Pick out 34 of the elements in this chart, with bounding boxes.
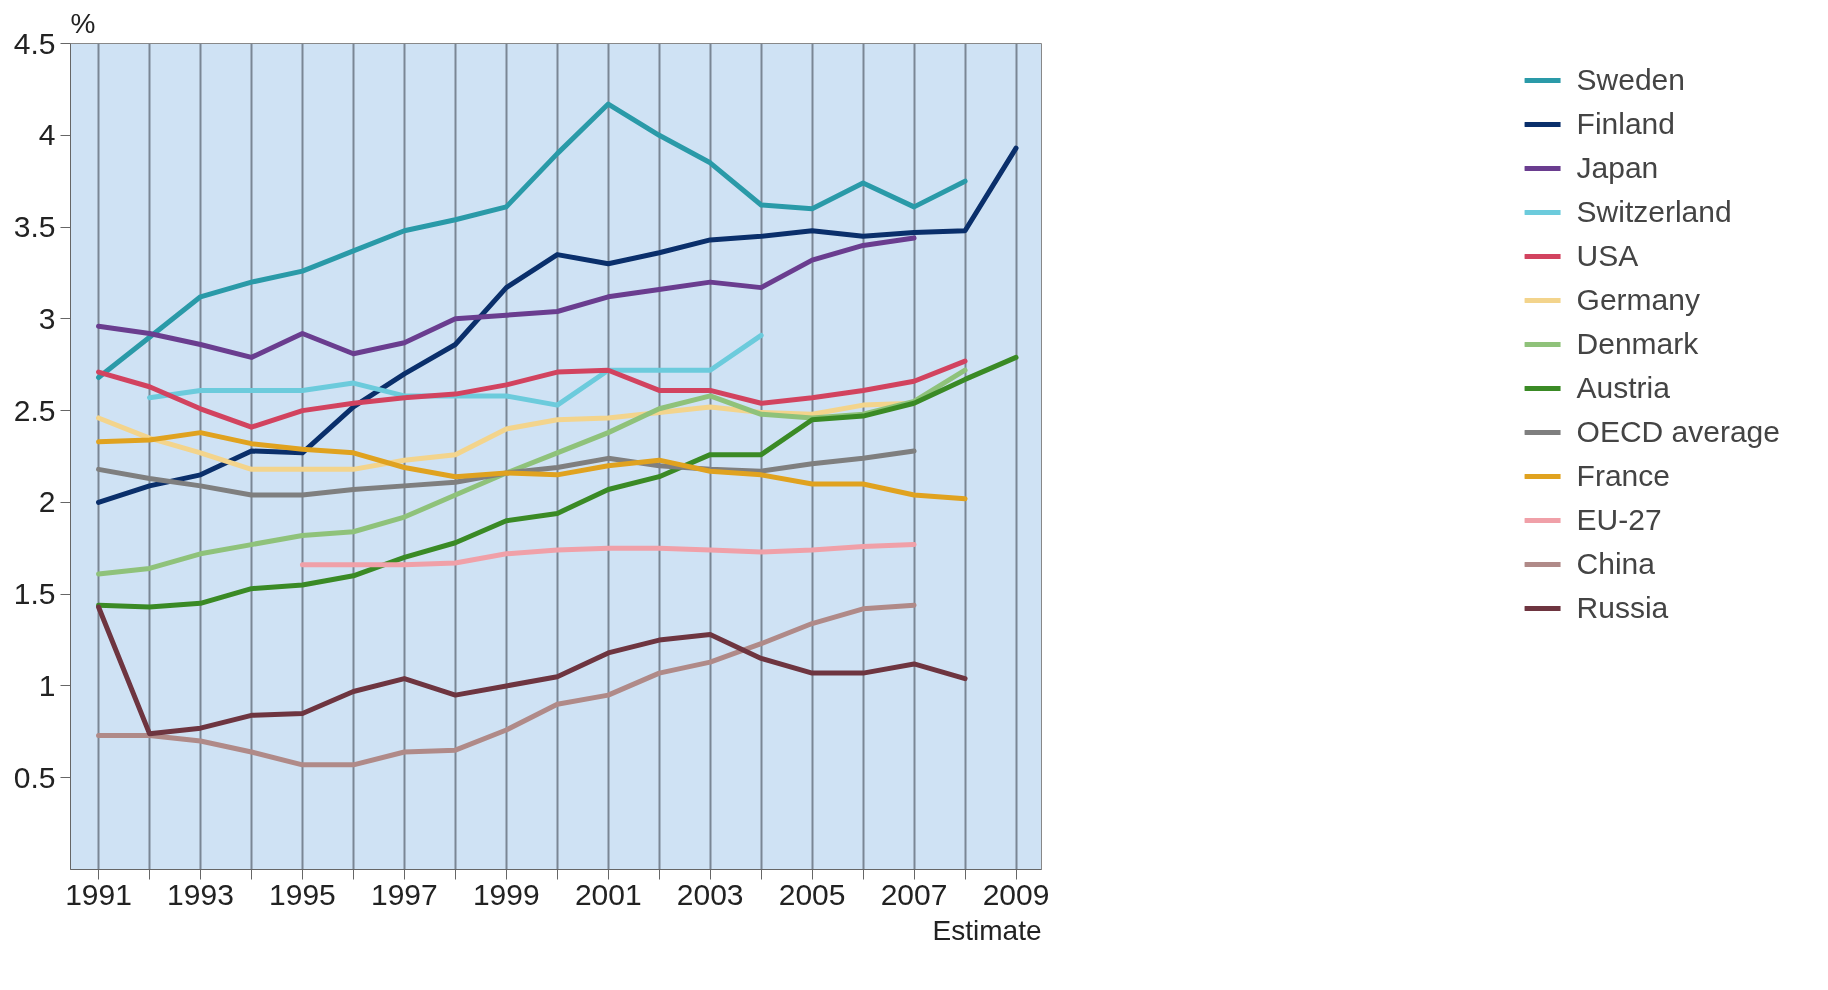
y-tick-label: 2 [38, 485, 56, 519]
y-tick-label: 4.5 [13, 26, 56, 60]
legend-label: France [1576, 459, 1670, 493]
legend-label: Denmark [1576, 327, 1699, 361]
x-tick-label: 1999 [472, 877, 540, 911]
x-tick-label: 2005 [778, 877, 846, 911]
legend-label: Finland [1576, 107, 1675, 141]
legend-label: Japan [1576, 151, 1659, 185]
legend-label: Austria [1576, 371, 1670, 405]
text: Estimate [932, 914, 1042, 946]
y-tick-label: 1.5 [13, 577, 56, 611]
legend-label: China [1576, 547, 1655, 581]
legend-label: OECD average [1576, 415, 1780, 449]
x-tick-label: 2007 [880, 877, 948, 911]
legend-label: Sweden [1576, 63, 1685, 97]
x-tick-label: 2003 [676, 877, 744, 911]
legend-label: Germany [1576, 283, 1700, 317]
y-axis-title: % [70, 7, 96, 39]
x-tick-label: 1991 [65, 877, 132, 911]
y-tick-label: 2.5 [13, 393, 56, 427]
y-tick-label: 1 [38, 668, 56, 702]
x-tick-label: 1997 [370, 877, 438, 911]
legend-label: Russia [1576, 591, 1669, 625]
legend-label: Switzerland [1576, 195, 1732, 229]
legend-label: USA [1576, 239, 1639, 273]
x-tick-label: 2001 [574, 877, 642, 911]
x-tick-label: 1995 [269, 877, 336, 911]
x-tick-label: 2009 [982, 877, 1050, 911]
y-tick-label: 3 [38, 301, 56, 335]
legend-label: EU-27 [1576, 503, 1662, 537]
y-tick-label: 4 [38, 118, 56, 152]
y-tick-label: 0.5 [13, 760, 56, 794]
x-tick-label: 1993 [167, 877, 234, 911]
y-tick-label: 3.5 [13, 210, 56, 244]
